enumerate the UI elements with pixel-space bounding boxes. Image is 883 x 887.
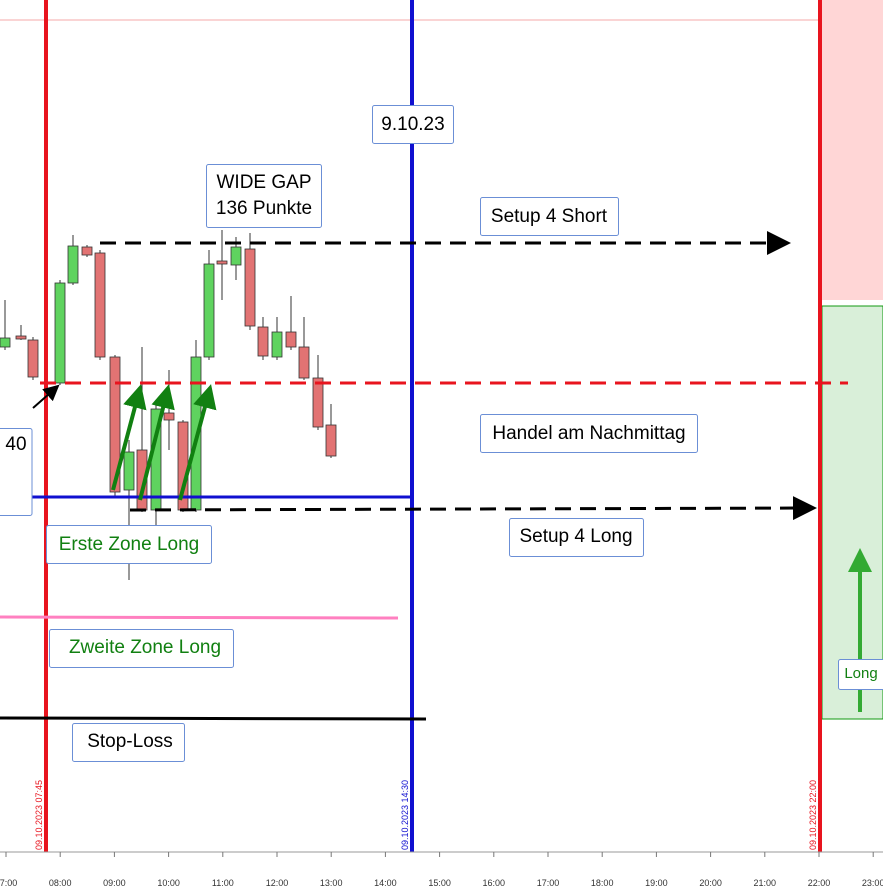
- time-label: 20:00: [699, 878, 722, 887]
- long-zone: [821, 305, 883, 720]
- candle-body: [94, 252, 106, 358]
- arrow: [178, 384, 217, 501]
- arrow: [111, 384, 147, 491]
- candle-body: [325, 424, 337, 457]
- candle-body: [109, 356, 121, 493]
- short-zone: [822, 0, 883, 300]
- time-label: 19:00: [645, 878, 668, 887]
- candle-body: [230, 246, 242, 266]
- value-label: 40: [5, 434, 26, 455]
- time-label: 10:00: [157, 878, 180, 887]
- label-box: [509, 518, 644, 557]
- second-zone-label: Zweite Zone Long: [69, 637, 221, 658]
- time-label: 16:00: [483, 878, 506, 887]
- label-box: [72, 723, 185, 762]
- time-label: 13:00: [320, 878, 343, 887]
- candle-body: [67, 245, 79, 284]
- stop-loss-label: Stop-Loss: [87, 731, 173, 752]
- candle-body: [0, 337, 11, 348]
- time-label: 08:00: [49, 878, 72, 887]
- candle-body: [54, 282, 66, 384]
- candle-body: [163, 412, 175, 421]
- arrow: [138, 384, 175, 501]
- candle-body: [257, 326, 269, 357]
- candle-body: [298, 346, 310, 379]
- candle-body: [285, 331, 297, 348]
- time-label: 23:00: [862, 878, 883, 887]
- label-box: [206, 164, 322, 228]
- label-box: [480, 197, 619, 236]
- time-label: 18:00: [591, 878, 614, 887]
- time-label: 15:00: [428, 878, 451, 887]
- time-label: 14:00: [374, 878, 397, 887]
- stop-loss-line: [0, 716, 427, 721]
- time-label: 09:00: [103, 878, 126, 887]
- vertical-line-label: 09.10.2023 22:00: [808, 780, 818, 850]
- label-box: [49, 629, 234, 668]
- gap-label: WIDE GAP: [216, 172, 311, 193]
- label-box: [838, 659, 883, 690]
- candle-body: [81, 246, 93, 256]
- afternoon-label: Handel am Nachmittag: [492, 423, 685, 444]
- label-box: [372, 105, 454, 144]
- candle-body: [312, 377, 324, 428]
- time-label: 12:00: [266, 878, 289, 887]
- candle-body: [244, 248, 256, 327]
- candle-body: [203, 263, 215, 358]
- first-zone-label: Erste Zone Long: [59, 534, 199, 555]
- time-label: 22:00: [808, 878, 831, 887]
- date-label: 9.10.23: [381, 114, 444, 135]
- time-label: 17:00: [537, 878, 560, 887]
- candle-body: [123, 451, 135, 491]
- label-box: [0, 428, 33, 516]
- pink-line: [0, 615, 399, 620]
- vertical-line-label: 09.10.2023 07:45: [34, 780, 44, 850]
- long-target-line: [129, 496, 817, 521]
- long-label: Long: [844, 665, 877, 682]
- label-box: [480, 414, 698, 453]
- candle-body: [271, 331, 283, 358]
- time-label: 11:00: [212, 878, 234, 887]
- time-label: 21:00: [754, 878, 777, 887]
- label-box: [46, 525, 212, 564]
- gap-label: 136 Punkte: [216, 198, 312, 219]
- arrow: [32, 384, 60, 409]
- setup-short-label: Setup 4 Short: [491, 206, 608, 227]
- candle-body: [216, 260, 228, 265]
- setup-long-label: Setup 4 Long: [519, 526, 632, 547]
- vertical-line-label: 09.10.2023 14:30: [400, 780, 410, 850]
- candle-body: [15, 335, 27, 340]
- time-label: 07:00: [0, 878, 17, 887]
- candle-body: [27, 339, 39, 378]
